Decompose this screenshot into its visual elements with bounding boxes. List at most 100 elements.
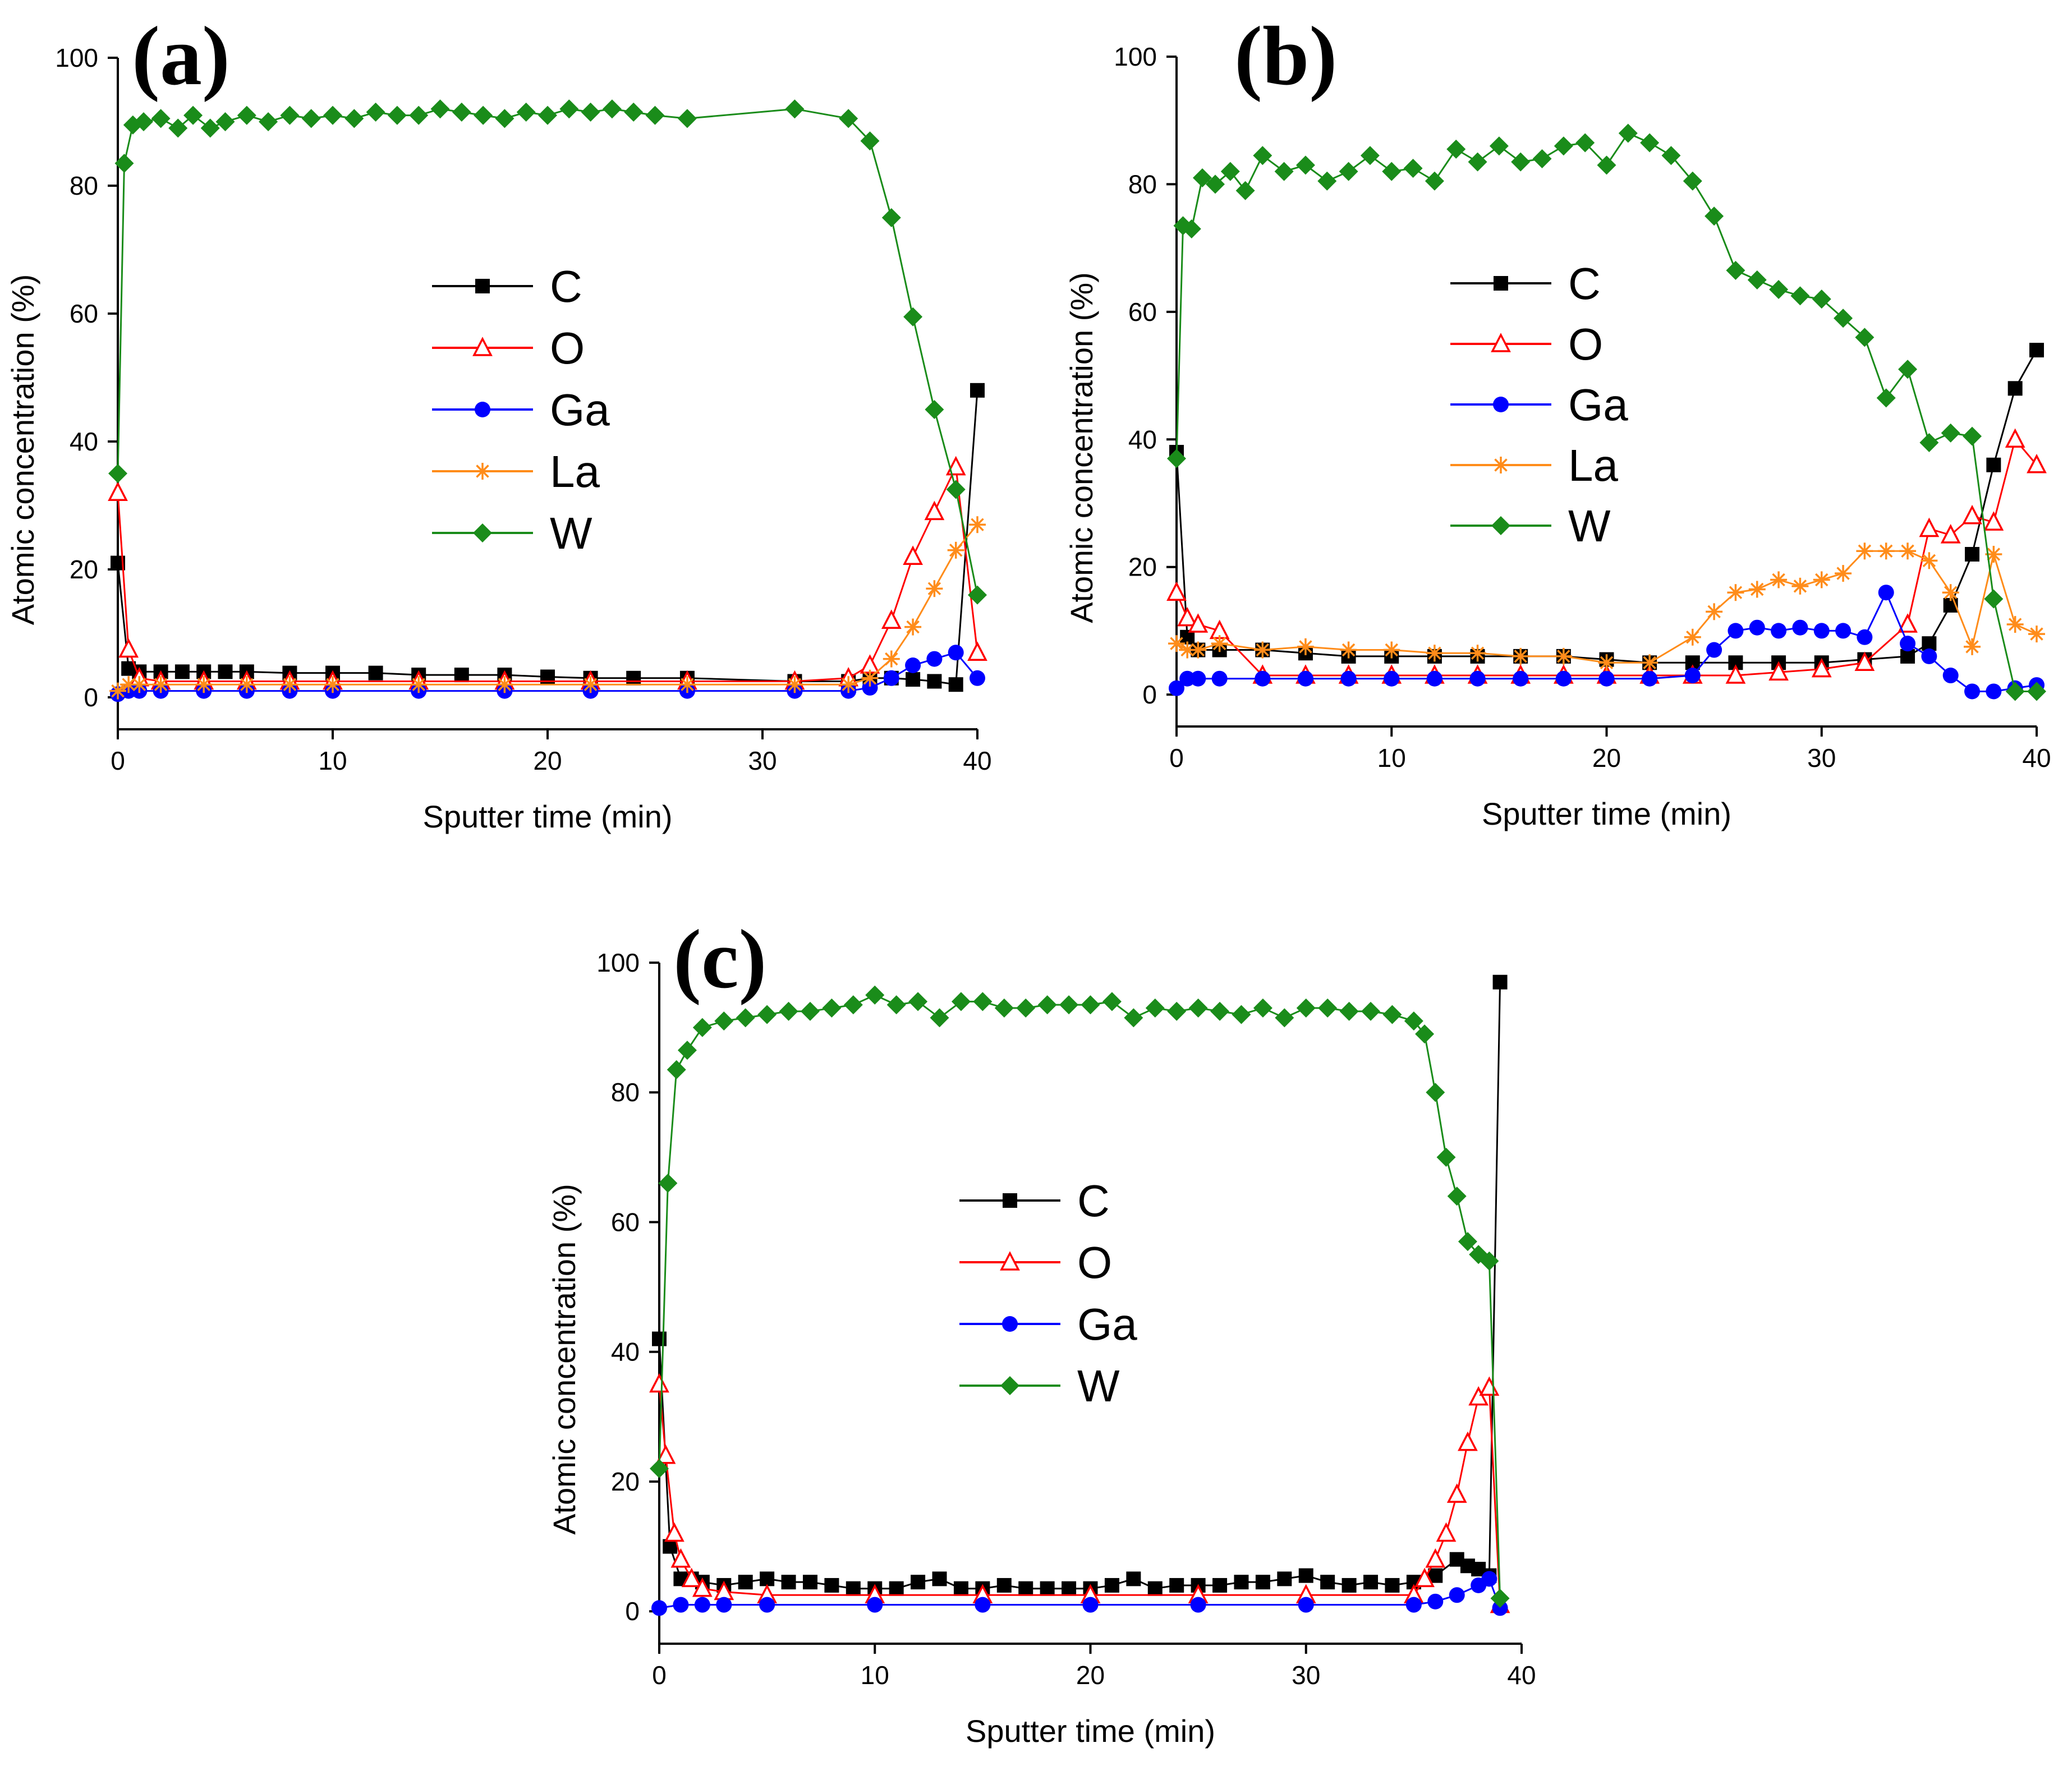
x-tick-label: 30 xyxy=(748,746,777,775)
data-point-W xyxy=(1812,289,1831,309)
data-point-W xyxy=(134,112,153,131)
panel-c: 0 10 20 30 40 0 20 40 60 80 100 Sputter time (min) A… xyxy=(546,913,1536,1749)
data-point-W xyxy=(757,1005,777,1024)
series-line-O xyxy=(658,1384,1501,1605)
legend-label: Ga xyxy=(550,385,610,435)
data-point-W xyxy=(1318,998,1338,1018)
legend-marker-O xyxy=(472,337,493,356)
panel-label: (c) xyxy=(673,913,766,1006)
y-tick-label: 40 xyxy=(611,1337,640,1367)
y-axis-title: Atomic concentration (%) xyxy=(1064,272,1099,623)
data-point-O xyxy=(649,1373,669,1393)
data-point-Ga xyxy=(1857,629,1873,645)
data-point-W xyxy=(430,99,450,119)
data-point-C xyxy=(1492,974,1508,990)
data-point-W xyxy=(1102,992,1122,1011)
y-tick-label: 0 xyxy=(84,683,98,712)
data-point-W xyxy=(1898,360,1918,379)
data-point-W xyxy=(1081,995,1100,1015)
data-point-W xyxy=(1167,1001,1187,1021)
data-point-La xyxy=(1641,654,1658,672)
data-point-W xyxy=(1124,1008,1143,1028)
data-point-C xyxy=(802,1575,817,1590)
data-point-Ga xyxy=(1211,670,1228,687)
data-point-C xyxy=(652,1331,667,1346)
data-point-W xyxy=(2005,682,2025,701)
data-point-C xyxy=(1922,636,1937,651)
x-tick-label: 40 xyxy=(1507,1661,1536,1690)
legend-marker-La xyxy=(474,463,491,480)
legend-item-C: C xyxy=(1450,259,1601,309)
data-point-W xyxy=(692,1018,712,1037)
data-point-W xyxy=(779,1001,798,1021)
data-point-La xyxy=(1254,641,1271,659)
data-point-C xyxy=(1169,1578,1184,1593)
series-Ga xyxy=(651,1571,1508,1616)
data-point-C xyxy=(932,1571,947,1586)
data-point-W xyxy=(366,102,385,122)
data-point-Ga xyxy=(862,679,878,696)
data-point-O xyxy=(1962,504,1982,525)
legend-marker-Ga xyxy=(1002,1316,1018,1332)
data-point-Ga xyxy=(1684,668,1701,684)
series-La xyxy=(1168,542,2045,672)
legend-label: W xyxy=(1077,1361,1120,1411)
legend-label: O xyxy=(1077,1238,1112,1287)
data-point-W xyxy=(1963,426,1982,446)
data-point-O xyxy=(1177,606,1198,627)
data-point-W xyxy=(1490,1589,1510,1608)
data-point-W xyxy=(1317,171,1337,191)
data-point-W xyxy=(1296,998,1316,1018)
data-point-C xyxy=(996,1578,1012,1593)
data-point-W xyxy=(1360,146,1380,165)
data-point-W xyxy=(800,1001,820,1021)
data-point-Ga xyxy=(1749,619,1765,636)
data-point-La xyxy=(678,676,696,693)
legend-label: Ga xyxy=(1077,1299,1137,1349)
legend-item-La: La xyxy=(432,447,600,496)
data-point-W xyxy=(1554,136,1573,156)
data-point-W xyxy=(1205,174,1225,194)
data-point-W xyxy=(1275,1008,1294,1028)
series-W xyxy=(108,99,987,605)
data-point-Ga xyxy=(1169,680,1184,696)
data-point-La xyxy=(1555,647,1572,665)
data-point-Ga xyxy=(1728,623,1744,639)
data-point-La xyxy=(1877,542,1895,560)
y-tick-label: 40 xyxy=(70,427,98,456)
data-point-Ga xyxy=(1449,1587,1465,1603)
series-C xyxy=(111,383,985,692)
data-point-C xyxy=(1277,1571,1292,1586)
data-point-W xyxy=(495,109,514,128)
data-point-W xyxy=(1339,1001,1359,1021)
legend-label: C xyxy=(1077,1176,1110,1226)
data-point-Ga xyxy=(1405,1597,1422,1613)
data-point-O xyxy=(1940,524,1961,544)
data-point-W xyxy=(1575,133,1595,153)
x-tick-label: 10 xyxy=(1377,743,1406,772)
data-point-O xyxy=(1188,613,1209,633)
data-point-W xyxy=(581,102,600,122)
data-point-C xyxy=(1104,1578,1119,1593)
data-point-Ga xyxy=(1921,648,1937,664)
legend-label: W xyxy=(550,508,592,558)
data-point-W xyxy=(2027,682,2046,701)
data-point-Ga xyxy=(867,1597,883,1613)
data-point-C xyxy=(174,664,190,679)
data-point-W xyxy=(839,109,858,128)
y-tick-label: 80 xyxy=(70,171,98,200)
data-point-La xyxy=(195,676,213,693)
data-point-W xyxy=(677,109,697,128)
data-point-W xyxy=(1182,219,1201,239)
data-point-W xyxy=(908,992,928,1011)
data-point-O xyxy=(670,1548,691,1568)
data-point-C xyxy=(824,1578,839,1593)
data-point-Ga xyxy=(1986,683,2002,700)
data-point-W xyxy=(1597,155,1616,175)
data-point-La xyxy=(496,676,513,693)
data-point-O xyxy=(118,638,139,658)
legend-label: La xyxy=(1568,440,1618,490)
data-point-La xyxy=(1748,581,1766,598)
data-point-W xyxy=(973,992,993,1011)
y-tick-label: 0 xyxy=(1142,680,1157,709)
